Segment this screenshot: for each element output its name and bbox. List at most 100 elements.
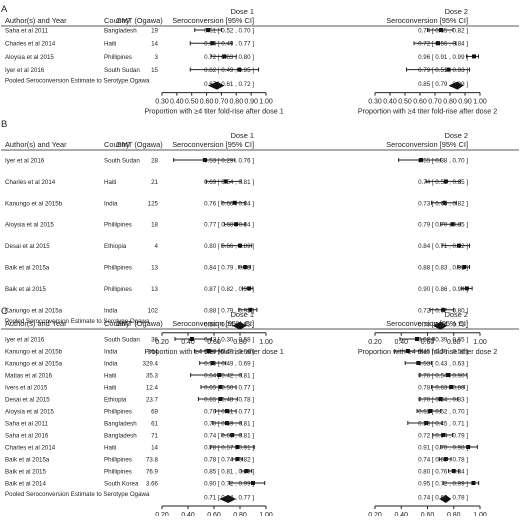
panel-b-dose1-x-tick-label: 0.40 [181, 339, 195, 346]
panel-b-dose1-x-tick-label: 0.60 [207, 339, 221, 346]
panel-c-study-6-country: Phillipines [104, 409, 132, 416]
panel-c-dose1-x-tick-label: 0.80 [233, 512, 247, 516]
panel-c-dose2-x-tick-label: 0.40 [394, 512, 408, 516]
panel-c-study-5-dose1-estimate: 0.65 [ 0.48 , 0.78 ] [204, 397, 254, 404]
panel-c-study-3-gmt: 35.3 [146, 373, 159, 380]
panel-c-study-4-country: Haiti [104, 385, 116, 392]
panel-b-study-1-dose1-point [223, 179, 228, 184]
panel-b-study-5-dose2-estimate: 0.88 [ 0.83 , 0.92 ] [418, 265, 468, 272]
panel-b-dose2-x-tick-label: 0.60 [421, 339, 435, 346]
panel-c-header-seroconversion-dose1: Seroconversion [95% CI] [172, 319, 254, 328]
panel-b-study-0-gmt: 28 [151, 158, 158, 165]
panel-a-dose2-x-tick-label: 0.90 [458, 99, 472, 106]
panel-c-study-8-gmt: 71 [151, 433, 158, 440]
panel-b-study-7-dose2-estimate: 0.72 [ 0.62 , 0.80 ] [418, 307, 468, 314]
panel-a-study-1-author: Charles et al 2014 [5, 41, 56, 48]
panel-b-header-country: Country [104, 140, 130, 149]
panel-c-study-3-dose1-estimate: 0.64 [ 0.42 , 0.81 ] [204, 373, 254, 380]
panel-b-pooled-dose1-diamond [232, 321, 247, 330]
panel-c-study-4-gmt: 12.4 [146, 385, 159, 392]
panel-b-study-7-gmt: 102 [148, 307, 159, 314]
panel-a-study-0-dose2-point [439, 28, 443, 32]
panel-c-study-12-dose1-estimate: 0.90 [ 0.72 , 0.99 ] [204, 481, 254, 488]
panel-b-study-4-gmt: 4 [155, 243, 159, 250]
panel-b-dose2-x-tick-label: 1.00 [473, 339, 487, 346]
panel-b-header-gmt: GMT (Ogawa) [116, 140, 163, 149]
panel-b-study-6-country: Phillipines [104, 286, 132, 293]
panel-c-study-9-gmt: 14 [151, 445, 158, 452]
panel-c-study-5-country: Ethiopia [104, 397, 127, 404]
panel-a-dose1-x-tick-label: 0.40 [170, 99, 184, 106]
panel-a-pooled-label: Pooled Seroconversion Estimate to Seroty… [5, 78, 150, 85]
panel-b-study-5-dose1-estimate: 0.84 [ 0.79 , 0.88 ] [204, 265, 254, 272]
panel-b-pooled-dose1-estimate: 0.80 [ 0.74 , 0.85 ] [204, 321, 254, 328]
panel-b-header-dose2: Dose 2 [445, 131, 468, 140]
panel-a-dose1-x-tick-label: 0.90 [244, 99, 258, 106]
panel-c-study-1-dose1-point [206, 349, 211, 353]
panel-b-study-6-gmt: 13 [151, 286, 158, 293]
panel-c-study-3-country: Haiti [104, 373, 116, 380]
panel-b-dose1-x-tick-label: 0.80 [233, 339, 247, 346]
panel-a-header-gmt: GMT (Ogawa) [116, 16, 163, 25]
panel-b-study-7-country: India [104, 307, 118, 314]
panel-b-study-3-dose2-estimate: 0.79 [ 0.70 , 0.85 ] [418, 222, 468, 229]
panel-a-dose2-x-tick-label: 1.00 [473, 99, 487, 106]
panel-c-pooled-dose2-diamond [439, 495, 452, 503]
panel-a-study-3-gmt: 15 [151, 67, 158, 74]
panel-a-dose2-x-tick-label: 0.40 [383, 99, 397, 106]
panel-a-study-0-dose2-estimate: 0.74 [ 0.65 , 0.82 ] [418, 28, 468, 35]
panel-b-dose2-x-tick-label: 0.80 [447, 339, 461, 346]
panel-c-study-8-dose2-point [441, 433, 446, 437]
panel-c-study-10-dose2-point [443, 457, 448, 461]
panel-c-study-2-dose2-point [416, 361, 421, 365]
panel-a-label: A [1, 4, 8, 15]
panel-a-study-1-dose2-estimate: 0.72 [ 0.56 , 0.84 ] [418, 41, 468, 48]
panel-c-study-4-dose1-estimate: 0.65 [ 0.50 , 0.77 ] [204, 385, 254, 392]
panel-c-study-11-gmt: 76.9 [146, 469, 159, 476]
panel-a-study-3-dose2-estimate: 0.79 [ 0.51 , 0.93 ] [418, 67, 468, 74]
panel-c-study-11-dose1-estimate: 0.85 [ 0.81 , 0.89 ] [204, 469, 254, 476]
panel-c-study-11-country: Phillipines [104, 469, 132, 476]
panel-a-dose1-x-tick-label: 1.00 [259, 99, 273, 106]
panel-b-study-3-dose1-estimate: 0.77 [ 0.68 , 0.84 ] [204, 222, 254, 229]
panel-b-study-7-dose2-point [441, 307, 446, 312]
panel-c-study-3-author: Matias et al 2016 [5, 373, 53, 380]
panel-c-study-7-dose1-estimate: 0.70 [ 0.59 , 0.81 ] [204, 421, 254, 428]
panel-c-label: C [1, 306, 8, 317]
panel-c-header-country: Country [104, 319, 130, 328]
panel-b-study-6-author: Baik et al 2015 [5, 286, 46, 293]
panel-b-study-3-dose2-point [450, 222, 455, 227]
panel-c-header-seroconversion-dose2: Seroconversion [95% CI] [386, 319, 468, 328]
panel-a-study-1-dose2-point [436, 41, 440, 46]
panel-b-study-7-dose1-point [248, 307, 253, 312]
panel-c-study-3-dose1-point [217, 373, 222, 377]
panel-a-pooled-dose2-diamond [448, 81, 464, 90]
panel-a-study-0-author: Saha et al 2011 [5, 28, 48, 35]
panel-c-study-10-dose1-estimate: 0.78 [ 0.74 , 0.82 ] [204, 457, 254, 464]
panel-a-study-2-gmt: 3 [155, 54, 159, 61]
panel-a-header-country: Country [104, 16, 130, 25]
panel-c-study-12-dose2-estimate: 0.95 [ 0.72 , 0.99 ] [418, 481, 468, 488]
panel-a-dose1-x-tick-label: 0.60 [200, 99, 214, 106]
panel-c-study-1-country: India [104, 349, 118, 356]
panel-b-study-6-dose2-point [464, 286, 469, 291]
panel-c-study-0-dose1-point [189, 337, 194, 341]
panel-c-study-1-dose2-point [405, 349, 410, 353]
panel-a-header-seroconversion-dose2: Seroconversion [95% CI] [386, 16, 468, 25]
panel-b-dose2-x-tick-label: 0.20 [368, 339, 382, 346]
panel-a-study-3-author: Iyer et al 2016 [5, 67, 45, 74]
panel-a-study-3-dose1-estimate: 0.82 [ 0.49 , 0.95 ] [204, 67, 254, 74]
panel-a-study-0-dose1-estimate: 0.61 [ 0.52 , 0.70 ] [204, 28, 254, 35]
panel-c-study-6-author: Aloysia et al 2015 [5, 409, 54, 416]
panel-c-study-6-gmt: 69 [151, 409, 158, 416]
panel-b-study-4-dose1-estimate: 0.80 [ 0.66 , 0.89 ] [204, 243, 254, 250]
panel-c-study-8-author: Saha et al 2016 [5, 433, 49, 440]
panel-a-study-1-country: Haiti [104, 41, 116, 48]
panel-c-header-dose1: Dose 1 [231, 310, 254, 319]
panel-b-study-6-dose1-point [247, 286, 252, 291]
panel-a-study-0-country: Bangladesh [104, 28, 137, 35]
panel-c-study-1-gmt: 364 [148, 349, 159, 356]
panel-b-study-1-author: Charles et al 2014 [5, 179, 56, 186]
panel-b-study-1-gmt: 21 [151, 179, 158, 186]
panel-b-study-3-gmt: 18 [151, 222, 158, 229]
